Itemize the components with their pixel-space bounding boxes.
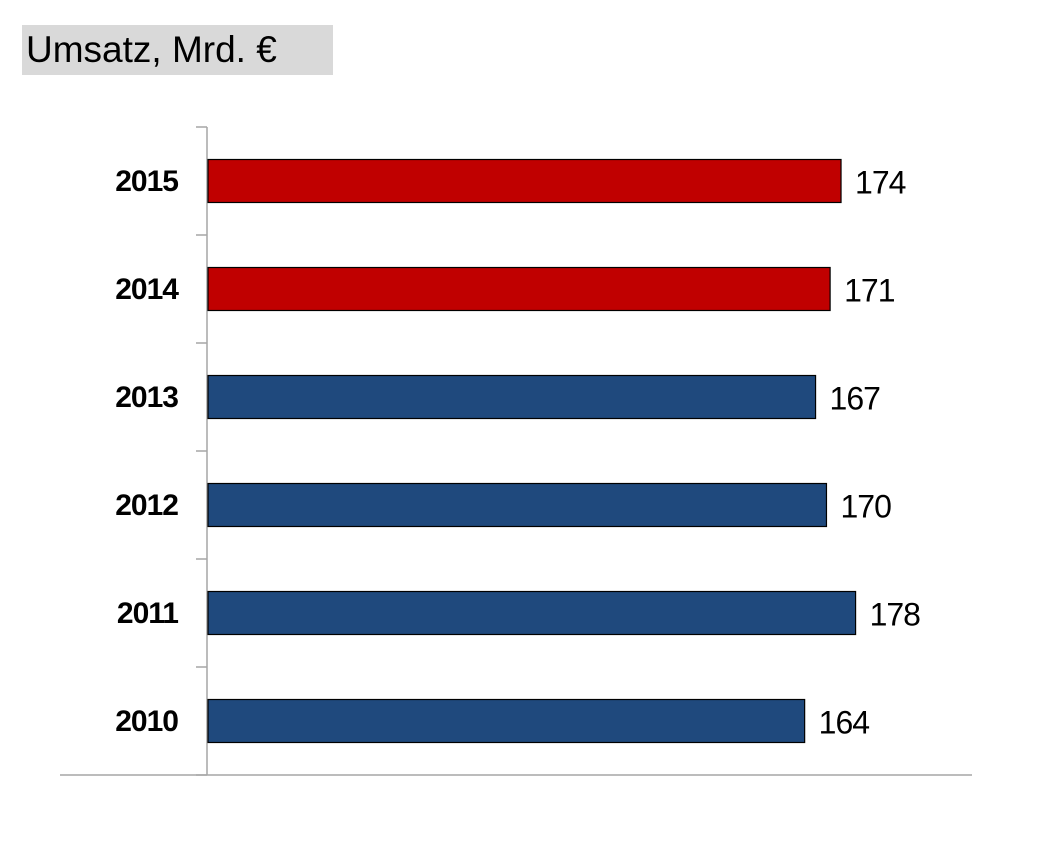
bar: [207, 482, 828, 528]
bar: [207, 590, 857, 636]
bar: [207, 698, 806, 744]
value-label: 170: [840, 488, 891, 524]
value-label: 164: [819, 704, 870, 740]
value-label: 178: [870, 596, 921, 632]
y-tick-label: 2012: [115, 489, 178, 522]
bar: [207, 266, 831, 312]
bar: [207, 374, 817, 420]
value-label: 167: [830, 380, 881, 416]
y-tick-label: 2011: [117, 597, 178, 630]
y-tick-label: 2013: [115, 381, 178, 414]
title-background: [22, 25, 333, 75]
y-tick-label: 2014: [115, 273, 179, 306]
value-label: 174: [855, 164, 906, 200]
value-label: 171: [844, 272, 895, 308]
chart-title: Umsatz, Mrd. €: [26, 29, 277, 70]
y-tick-label: 2010: [115, 705, 178, 738]
bar: [207, 158, 842, 204]
y-tick-label: 2015: [115, 165, 178, 198]
